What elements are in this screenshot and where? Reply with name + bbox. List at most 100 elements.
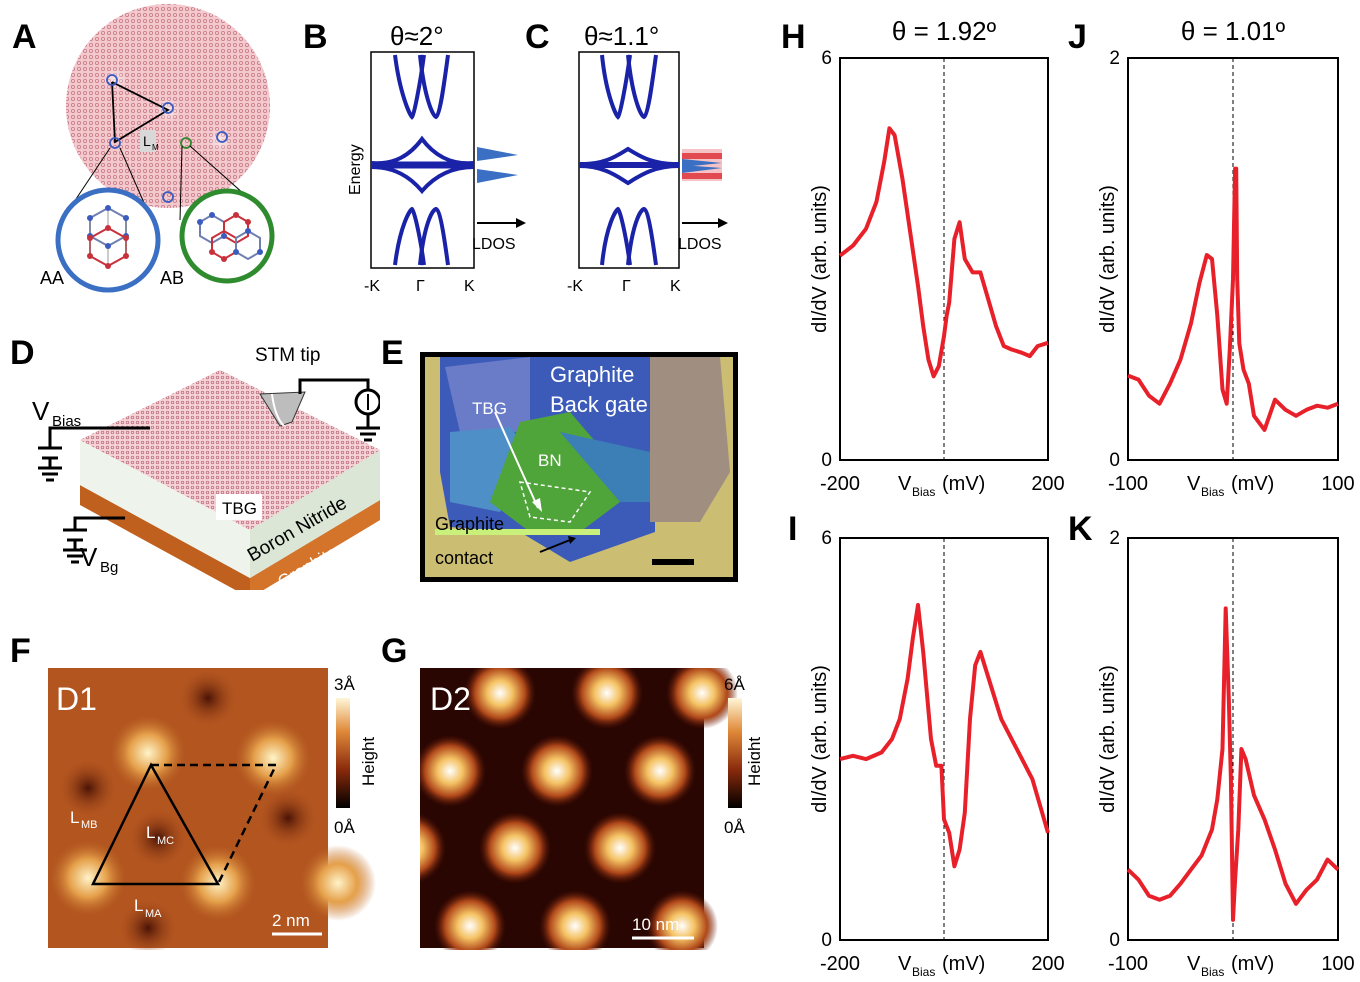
d2-moire-spots	[420, 668, 738, 950]
tbg-surface	[80, 370, 380, 530]
d1-tag: D1	[56, 681, 97, 717]
chart-i-series-line	[839, 603, 1050, 869]
chart-k-xtick-max: 100	[1321, 953, 1354, 975]
chart-k-ytick-min: 0	[1109, 930, 1120, 951]
chart-i-ylabel: dI/dV (arb. units)	[809, 665, 831, 813]
chart-h-xtick-max: 200	[1031, 473, 1064, 495]
graphite-gate-label-2: Back gate	[550, 392, 648, 417]
d2-scalebar-label: 10 nm	[632, 915, 679, 934]
chart-i-xlabel-sub: Bias	[912, 965, 935, 979]
aa-stacking-circle	[55, 187, 161, 293]
chart-j-xlabel: V	[1187, 473, 1201, 495]
panel-label-k: K	[1068, 510, 1093, 548]
vbias-subscript: Bias	[52, 413, 81, 430]
lmb-subscript: MB	[81, 819, 98, 831]
tbg-optical-label: TBG	[472, 399, 507, 418]
panel-label-b: B	[303, 18, 328, 56]
panel-label-i: I	[788, 510, 798, 548]
chart-j-ylabel: dI/dV (arb. units)	[1097, 185, 1119, 333]
stm-tip-label: STM tip	[255, 345, 320, 366]
panel-label-h: H	[781, 18, 806, 56]
chart-h-ylabel: dI/dV (arb. units)	[809, 185, 831, 333]
panel-label-e: E	[381, 334, 404, 372]
tbg-label: TBG	[222, 499, 257, 518]
d1-colorbar	[336, 698, 350, 808]
topography-d2: D2 10 nm 6Å 0Å Height	[420, 668, 760, 950]
chart-k-xlabel-sub: Bias	[1201, 965, 1224, 979]
lma-subscript: MA	[145, 908, 162, 920]
chart-j-title: θ = 1.01º	[1181, 16, 1286, 46]
chart-j-xlabel-unit: (mV)	[1231, 473, 1274, 495]
chart-h-frame	[839, 57, 1049, 461]
aa-label: AA	[40, 268, 64, 288]
chart-j-ytick-min: 0	[1109, 450, 1120, 471]
d1-colorbar-min: 0Å	[334, 818, 355, 837]
panel-label-f: F	[10, 632, 31, 670]
panel-b-tick-k: K	[464, 278, 475, 295]
lma-label: L	[134, 896, 143, 915]
lmc-subscript: MC	[157, 835, 174, 847]
panel-b-title: θ≈2°	[390, 21, 444, 51]
chart-k-series-line	[1126, 606, 1340, 922]
vbias-label: V	[32, 396, 50, 426]
lmb-label: L	[70, 808, 79, 827]
chart-j-xtick-min: -100	[1108, 473, 1148, 495]
panel-c-tick-k: K	[670, 278, 681, 295]
graphite-contact-label-2: contact	[435, 548, 493, 568]
chart-k-xtick-min: -100	[1108, 953, 1148, 975]
chart-i-ytick-max: 6	[821, 528, 832, 549]
d2-colorbar-max: 6Å	[724, 675, 745, 694]
panel-label-g: G	[381, 632, 408, 670]
band-structure-1p1deg: θ≈1.1° LDOS -K Γ K	[567, 21, 728, 295]
panel-c-ldos: LDOS	[678, 236, 722, 253]
topography-d1: D1 L MB L MC L MA 2 nm 3Å 0Å Height	[48, 668, 378, 950]
panel-label-d: D	[10, 334, 35, 372]
chart-j-ytick-max: 2	[1109, 48, 1120, 69]
moire-lattice-diagram: L M AA AB	[40, 4, 275, 293]
d2-colorbar	[728, 698, 742, 808]
d1-colorbar-max: 3Å	[334, 675, 355, 694]
chart-j-xlabel-sub: Bias	[1201, 485, 1224, 499]
chart-h-xlabel: V	[898, 473, 912, 495]
chart-j-xtick-max: 100	[1321, 473, 1354, 495]
band-structure-2deg: θ≈2° Energy LDOS -K Γ K	[347, 21, 526, 295]
panel-label-c: C	[525, 18, 550, 56]
graphite-gate-label-1: Graphite	[550, 362, 634, 387]
chart-i-ytick-min: 0	[821, 930, 832, 951]
d2-colorbar-min: 0Å	[724, 818, 745, 837]
chart-k-ylabel: dI/dV (arb. units)	[1097, 665, 1119, 813]
chart-h-xtick-min: -200	[820, 473, 860, 495]
chart-i-xlabel-unit: (mV)	[942, 953, 985, 975]
panel-b-ldos: LDOS	[472, 236, 516, 253]
moire-triangle	[111, 81, 170, 144]
d1-colorbar-label: Height	[359, 737, 378, 786]
chart-h-title: θ = 1.92º	[892, 16, 997, 46]
stm-tip	[259, 391, 306, 427]
panel-b-tick-minus-k: -K	[364, 278, 380, 295]
panel-b-tick-gamma: Γ	[416, 278, 425, 295]
chart-i-xlabel: V	[898, 953, 912, 975]
bn-optical-label: BN	[538, 451, 562, 470]
chart-h-ytick-max: 6	[821, 48, 832, 69]
panel-c-tick-minus-k: -K	[567, 278, 583, 295]
aa-hexagons	[87, 205, 129, 269]
energy-axis-label: Energy	[347, 144, 364, 195]
d2-tag: D2	[430, 681, 471, 717]
ab-label: AB	[160, 268, 184, 288]
chart-h-xlabel-sub: Bias	[912, 485, 935, 499]
chart-i-xtick-min: -200	[820, 953, 860, 975]
chart-k-xlabel: V	[1187, 953, 1201, 975]
graphite-contact-label-1: Graphite	[435, 514, 504, 534]
chart-j-series-line	[1127, 166, 1339, 432]
panel-c-tick-gamma: Γ	[622, 278, 631, 295]
lmc-label: L	[146, 823, 155, 842]
panel-label-a: A	[12, 18, 37, 56]
lm-label: L	[143, 133, 151, 149]
vbg-label: V	[80, 542, 98, 572]
panel-label-j: J	[1068, 18, 1087, 56]
chart-h-series-line	[838, 126, 1049, 379]
chart-h-xlabel-unit: (mV)	[942, 473, 985, 495]
chart-i-xtick-max: 200	[1031, 953, 1064, 975]
panel-c-title: θ≈1.1°	[584, 21, 659, 51]
